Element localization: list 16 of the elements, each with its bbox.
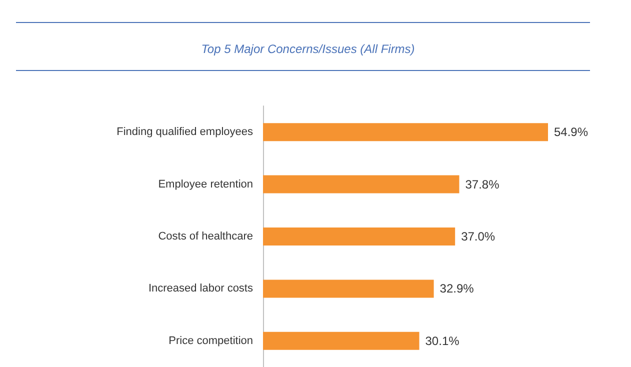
bar: [263, 175, 460, 194]
chart-title: Top 5 Major Concerns/Issues (All Firms): [201, 42, 415, 56]
data-label: 32.9%: [440, 282, 474, 296]
bar: [263, 332, 420, 350]
data-label: 37.0%: [461, 230, 496, 244]
data-label: 37.8%: [465, 177, 500, 192]
bar: [263, 228, 456, 246]
bar: [263, 280, 434, 298]
data-label: 54.9%: [554, 125, 588, 140]
y-tick-label: Costs of healthcare: [158, 230, 253, 242]
data-label: 30.1%: [425, 334, 460, 348]
y-tick-label: Employee retention: [158, 178, 253, 190]
y-tick-label: Increased labor costs: [148, 282, 254, 295]
bar: [263, 123, 548, 142]
y-tick-label: Price competition: [168, 334, 253, 347]
y-tick-label: Finding qualified employees: [116, 126, 254, 138]
